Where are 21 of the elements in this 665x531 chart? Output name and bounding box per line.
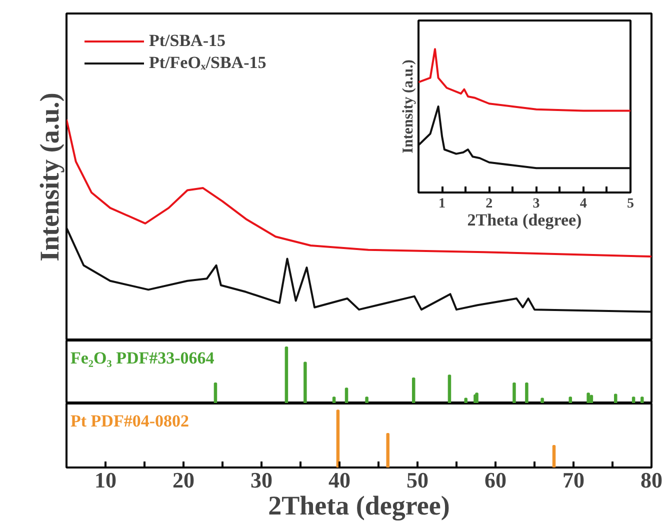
x-axis-title: 2Theta (degree) [467,210,582,230]
chart-title: Pt PDF#04-0802 [70,412,190,430]
x-axis-title: 2Theta (degree) [268,490,450,520]
x-tick-label: 70 [562,468,584,492]
x-tick-label: 80 [640,468,662,492]
x-tick-label: 10 [94,468,116,492]
legend-label: Pt/SBA-15 [149,31,226,51]
legend-label: Pt/FeOₓ/SBA-15 [149,53,266,73]
y-axis-title: Intensity (a.u.) [34,92,64,262]
x-tick-label: 20 [172,468,194,492]
x-tick-label: 3 [532,196,540,212]
x-tick-label: 30 [250,468,272,492]
x-tick-label: 4 [580,196,587,212]
x-tick-label: 50 [406,468,428,492]
x-tick-label: 5 [627,196,634,212]
x-tick-label: 60 [484,468,506,492]
y-axis-title: Intensity (a.u.) [400,60,416,154]
x-tick-label: 2 [486,196,493,212]
chart-title: Fe₂O₃ PDF#33-0664 [70,348,215,368]
x-tick-label: 40 [328,468,350,492]
x-tick-label: 1 [438,196,446,212]
